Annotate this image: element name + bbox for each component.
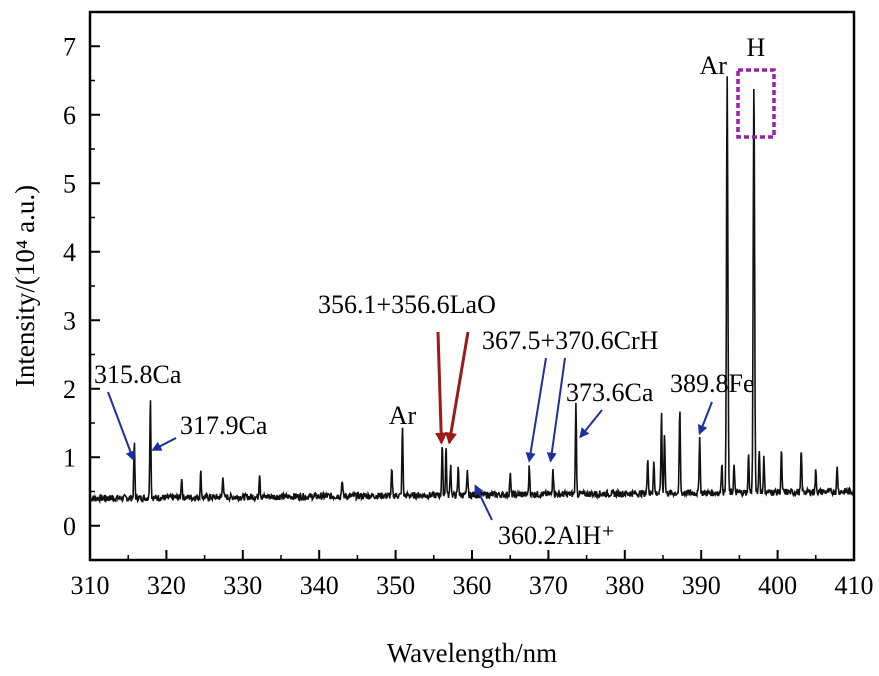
y-tick-label: 2 [63, 375, 76, 404]
annotation-arrow [525, 357, 547, 463]
x-tick-label: 400 [758, 571, 797, 600]
y-axis: 0 1 2 3 4 5 6 7 [63, 11, 100, 561]
annotation-arrow [107, 391, 136, 462]
x-axis: 310 320 330 340 350 360 370 380 390 400 410 [71, 550, 874, 600]
y-tick-label: 6 [63, 101, 76, 130]
annotation-label: H [747, 33, 766, 62]
annotation-arrow [579, 409, 603, 439]
annotation-label: 373.6Ca [566, 378, 654, 407]
y-tick-label: 0 [63, 512, 76, 541]
annotation-arrow [435, 331, 448, 445]
x-axis-title: Wavelength/nm [387, 638, 557, 668]
annotation-arrow [546, 357, 566, 463]
x-tick-label: 330 [223, 571, 262, 600]
annotation-label: 389.8Fe [670, 369, 755, 398]
x-tick-label: 410 [835, 571, 874, 600]
annotation-label: 317.9Ca [180, 411, 268, 440]
x-tick-label: 390 [682, 571, 721, 600]
x-tick-label: 370 [529, 571, 568, 600]
annotation-arrow [697, 401, 713, 436]
h-peak-highlight-box [736, 68, 776, 139]
y-tick-label: 1 [63, 443, 76, 472]
x-tick-label: 310 [71, 571, 110, 600]
annotation-label: Ar [699, 51, 727, 80]
y-tick-label: 4 [63, 238, 76, 267]
x-tick-label: 340 [300, 571, 339, 600]
peak-annotations: 315.8Ca 317.9Ca Ar 356.1+356.6LaO 367.5+370.… [94, 33, 776, 550]
annotation-arrow [474, 484, 493, 521]
annotation-label: 356.1+356.6LaO [318, 290, 496, 319]
spectrum-line [89, 76, 855, 505]
annotation-label: Ar [389, 401, 417, 430]
y-tick-label: 3 [63, 306, 76, 335]
y-tick-label: 5 [63, 169, 76, 198]
x-tick-label: 380 [605, 571, 644, 600]
annotation-arrow [151, 437, 177, 451]
x-tick-label: 350 [376, 571, 415, 600]
annotation-label: 360.2AlH⁺ [498, 521, 615, 550]
annotation-label: 367.5+370.6CrH [482, 326, 659, 355]
y-axis-title: Intensity/(10⁴ a.u.) [10, 185, 40, 387]
x-tick-label: 320 [147, 571, 186, 600]
y-tick-label: 7 [63, 32, 76, 61]
x-tick-label: 360 [453, 571, 492, 600]
annotation-arrow [445, 331, 470, 445]
annotation-label: 315.8Ca [94, 360, 182, 389]
plot-frame [88, 10, 856, 562]
